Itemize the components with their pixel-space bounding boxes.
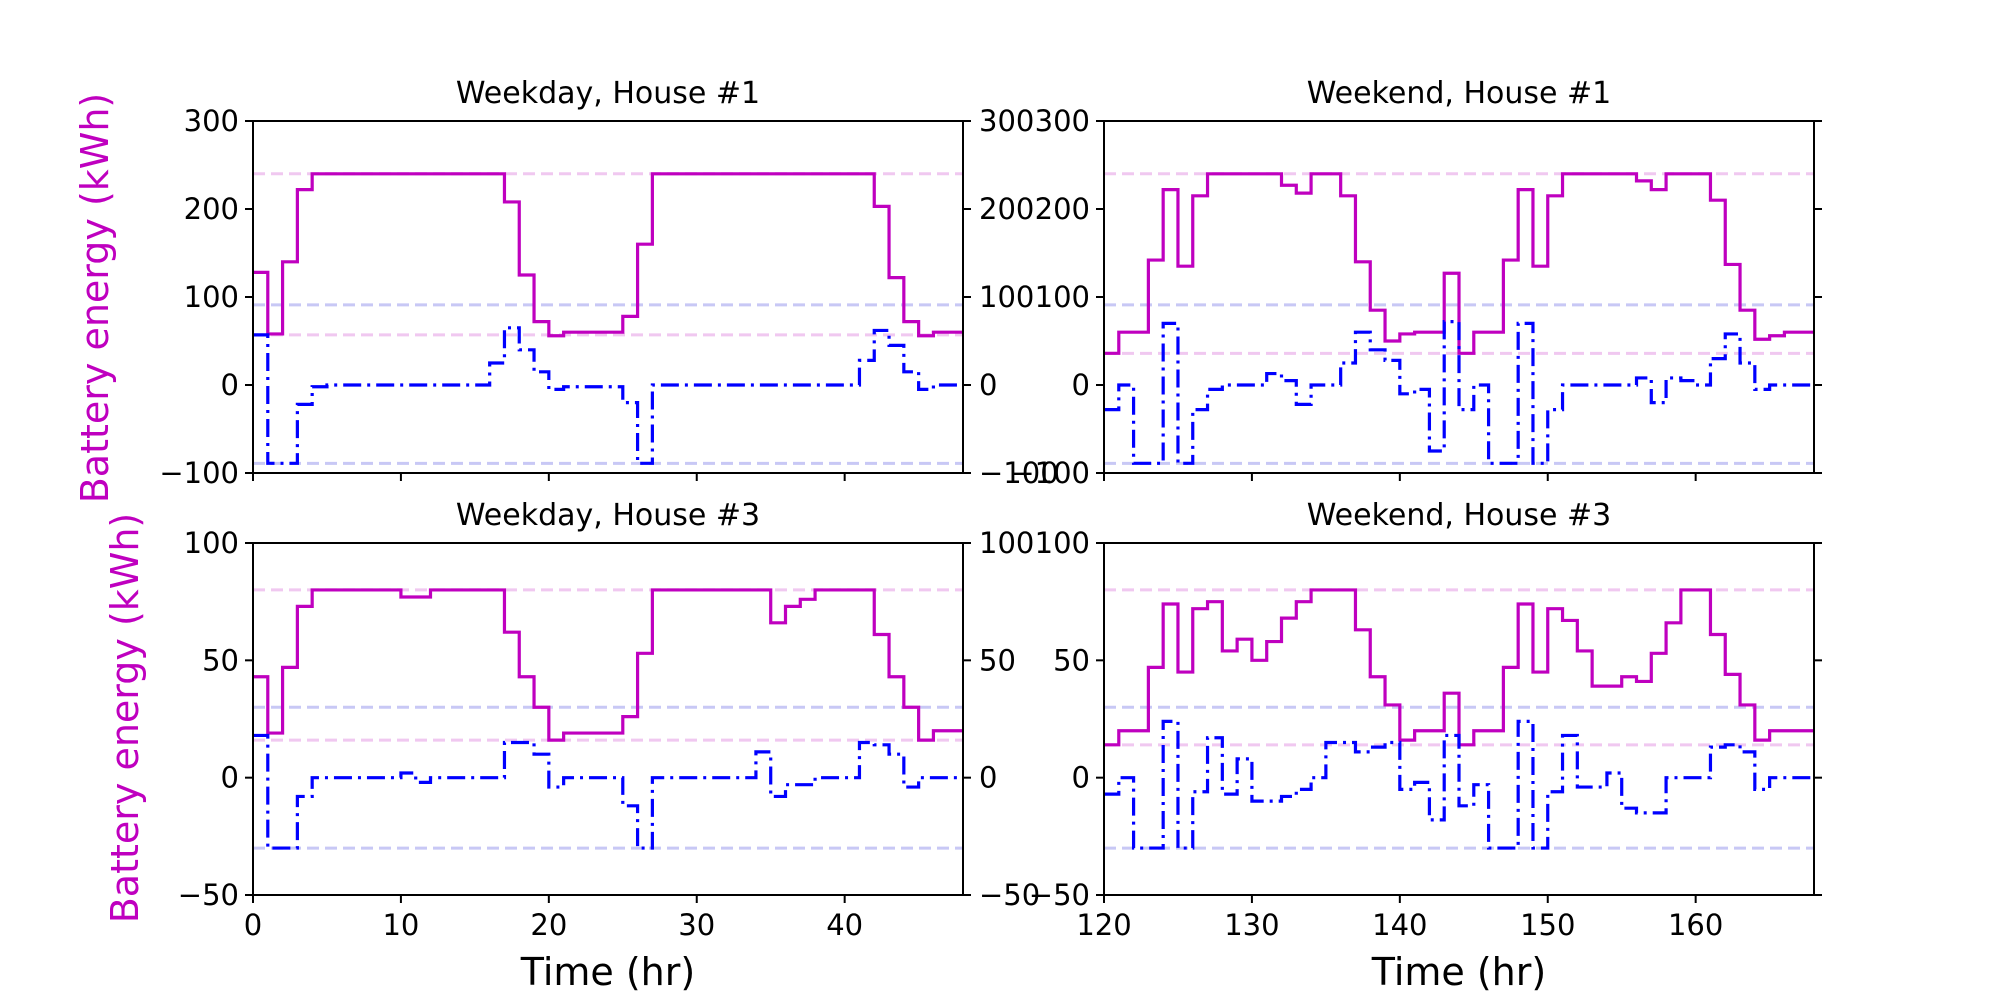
series-energy-line [253,172,963,338]
y-axis-label-top: Battery energy (kWh) [73,93,117,504]
y-tick-label-right: 100 [979,526,1034,560]
x-tick-label: 30 [678,908,715,942]
y-tick-label-right: 50 [979,643,1016,677]
y-tick-label: 50 [1053,643,1090,677]
x-tick-label: 120 [1076,908,1131,942]
y-tick-label: 100 [1035,526,1090,560]
y-tick-label-right: −100 [979,456,1059,490]
x-axis-label: Time (hr) [520,950,695,994]
y-tick-label: 0 [1072,368,1090,402]
series-energy-line [1104,172,1814,355]
x-axis-label: Time (hr) [1371,950,1546,994]
y-tick-label-right: 200 [979,192,1034,226]
x-tick-label: 0 [244,908,262,942]
x-tick-label: 150 [1520,908,1575,942]
x-tick-label: 160 [1668,908,1723,942]
x-tick-label: 10 [382,908,419,942]
subplot-4: −50 0 50 100 120 130 140 150 160 Weekend, House #… [1029,498,1822,994]
y-tick-label: −100 [159,456,239,490]
subplot-2: −100 0 100 200 300 Weekend, House #1 [1010,76,1822,490]
y-tick-label: 0 [221,761,239,795]
series-power-line [1104,719,1814,850]
series-power-line [253,733,963,850]
series-energy-line [253,588,963,742]
y-tick-label: 0 [221,368,239,402]
subplot-1: −100 −100 0 0 100 100 200 200 300 300 Weekday, Hou… [159,76,1058,490]
x-tick-label: 140 [1372,908,1427,942]
y-tick-label: 50 [202,643,239,677]
subplot-title: Weekend, House #1 [1307,76,1611,111]
y-axis-label-bottom: Battery energy (kWh) [103,513,147,924]
y-tick-label: 300 [184,104,239,138]
y-tick-label: 300 [1035,104,1090,138]
y-tick-label: 0 [1072,761,1090,795]
y-tick-label: 100 [1035,280,1090,314]
subplot-title: Weekday, House #3 [456,498,760,533]
x-tick-label: 130 [1224,908,1279,942]
y-tick-label-right: 0 [979,368,997,402]
axes-frame [252,542,964,896]
y-tick-label: −50 [1029,878,1090,912]
y-tick-label: 100 [184,526,239,560]
subplot-title: Weekday, House #1 [456,76,760,111]
series-power-line [253,326,963,465]
axes-frame [1103,542,1815,896]
y-tick-label-right: −50 [979,878,1040,912]
series-energy-line [1104,588,1814,747]
y-tick-label: 200 [184,192,239,226]
y-tick-label: −100 [1010,456,1090,490]
y-tick-label: 100 [184,280,239,314]
subplot-title: Weekend, House #3 [1307,498,1611,533]
y-tick-label-right: 100 [979,280,1034,314]
y-tick-label-right: 0 [979,761,997,795]
y-tick-label: −50 [178,878,239,912]
series-power-line [1104,320,1814,465]
y-tick-label: 200 [1035,192,1090,226]
x-tick-label: 20 [530,908,567,942]
x-tick-label: 40 [826,908,863,942]
y-tick-label-right: 300 [979,104,1034,138]
